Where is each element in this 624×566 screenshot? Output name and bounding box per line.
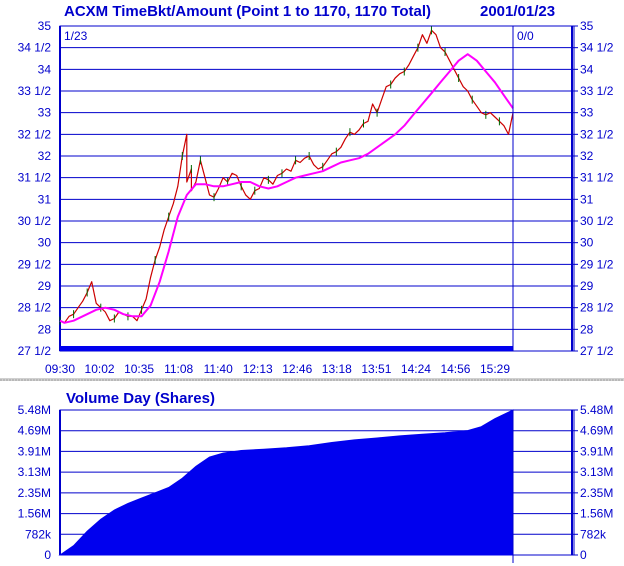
price-y-tick-label-right: 29	[580, 279, 594, 293]
volume-y-tick-label: 3.91M	[18, 444, 51, 458]
volume-chart-title: Volume Day (Shares)	[66, 390, 215, 407]
price-y-tick-label-right: 33 1/2	[580, 84, 614, 98]
price-y-tick-label: 27 1/2	[18, 344, 52, 358]
volume-y-tick-label-right: 0	[580, 548, 587, 562]
price-y-tick-label-right: 33	[580, 106, 594, 120]
moving-average-line	[59, 53, 514, 324]
price-x-tick-label: 13:51	[361, 362, 391, 376]
panel-separator	[0, 378, 624, 381]
price-y-tick-label: 33	[38, 106, 52, 120]
price-y-tick-label: 33 1/2	[18, 84, 52, 98]
price-y-tick-label-right: 28	[580, 322, 594, 336]
price-y-tick-label: 32	[38, 149, 52, 163]
price-y-tick-label-right: 29 1/2	[580, 257, 614, 271]
price-time-bar	[60, 346, 513, 351]
price-x-tick-label: 10:02	[85, 362, 115, 376]
price-y-tick-label-right: 28 1/2	[580, 301, 614, 315]
volume-y-tick-label-right: 4.69M	[580, 424, 613, 438]
price-y-tick-label-right: 35	[580, 19, 594, 33]
price-y-tick-label: 34	[38, 62, 52, 76]
volume-y-tick-label-right: 1.56M	[580, 507, 613, 521]
volume-y-tick-label-right: 782k	[580, 527, 607, 541]
corner-label-left: 1/23	[64, 29, 88, 43]
price-y-tick-label-right: 32	[580, 149, 594, 163]
volume-area	[58, 409, 514, 556]
volume-y-tick-label: 782k	[25, 527, 52, 541]
price-x-tick-label: 11:08	[164, 362, 193, 376]
volume-y-tick-label-right: 3.13M	[580, 465, 613, 479]
price-y-tick-label: 30 1/2	[18, 214, 52, 228]
price-y-tick-label: 35	[38, 19, 52, 33]
volume-y-tick-label: 5.48M	[18, 403, 51, 417]
volume-y-tick-label-right: 5.48M	[580, 403, 613, 417]
price-y-tick-label: 31 1/2	[18, 171, 52, 185]
volume-y-axis-labels: 0 0 782k 782k 1.56M 1.56M 2.35M 2.35M 3.13M 3.13M…	[18, 403, 614, 562]
price-y-tick-label: 32 1/2	[18, 127, 52, 141]
price-y-tick-label-right: 32 1/2	[580, 127, 614, 141]
price-y-tick-label-right: 30 1/2	[580, 214, 614, 228]
price-y-axis-labels: 27 1/2 27 1/2 28 28 28 1/2 28 1/2 29 29 29 1/2 29…	[18, 19, 614, 358]
volume-y-tick-label-right: 3.91M	[580, 444, 613, 458]
volume-chart: Volume Day (Shares) 0 0 782k 782k 1.56M 1.56M…	[18, 390, 614, 563]
price-y-tick-label: 28 1/2	[18, 301, 52, 315]
price-y-tick-label-right: 31 1/2	[580, 171, 614, 185]
chart-date: 2001/01/23	[480, 3, 555, 20]
volume-y-tick-label: 3.13M	[18, 465, 51, 479]
volume-y-tick-label: 0	[44, 548, 51, 562]
volume-y-tick-label: 2.35M	[18, 486, 51, 500]
volume-y-tick-label: 1.56M	[18, 507, 51, 521]
price-x-tick-label: 12:46	[282, 362, 312, 376]
price-y-tick-label: 31	[38, 192, 52, 206]
volume-series	[58, 409, 514, 556]
price-y-tick-label: 28	[38, 322, 52, 336]
price-x-tick-label: 14:56	[440, 362, 470, 376]
price-x-tick-label: 11:40	[204, 362, 233, 376]
price-y-tick-label: 30	[38, 236, 52, 250]
price-x-tick-label: 09:30	[45, 362, 75, 376]
price-y-tick-label: 29 1/2	[18, 257, 52, 271]
price-chart-title: ACXM TimeBkt/Amount (Point 1 to 1170, 11…	[64, 3, 431, 20]
price-y-tick-label-right: 27 1/2	[580, 344, 614, 358]
price-x-tick-label: 13:18	[322, 362, 352, 376]
price-chart: ACXM TimeBkt/Amount (Point 1 to 1170, 11…	[18, 3, 614, 376]
price-plot-frame	[59, 25, 575, 352]
price-x-tick-label: 14:24	[401, 362, 431, 376]
price-series	[59, 26, 514, 325]
price-y-tick-label-right: 30	[580, 236, 594, 250]
price-x-tick-label: 15:29	[480, 362, 510, 376]
corner-label-right: 0/0	[517, 29, 534, 43]
price-y-tick-label-right: 31	[580, 192, 594, 206]
price-y-tick-label: 29	[38, 279, 52, 293]
price-grid	[60, 25, 578, 352]
price-line	[59, 29, 514, 324]
price-x-tick-label: 12:13	[243, 362, 273, 376]
price-y-tick-label-right: 34 1/2	[580, 41, 614, 55]
price-y-tick-label-right: 34	[580, 62, 594, 76]
volume-y-tick-label: 4.69M	[18, 424, 51, 438]
price-y-tick-label: 34 1/2	[18, 41, 52, 55]
price-x-axis-labels: 09:30 10:02 10:35 11:08 11:40 12:13 12:46 13:18…	[45, 362, 510, 376]
volume-y-tick-label-right: 2.35M	[580, 486, 613, 500]
price-x-tick-label: 10:35	[124, 362, 154, 376]
